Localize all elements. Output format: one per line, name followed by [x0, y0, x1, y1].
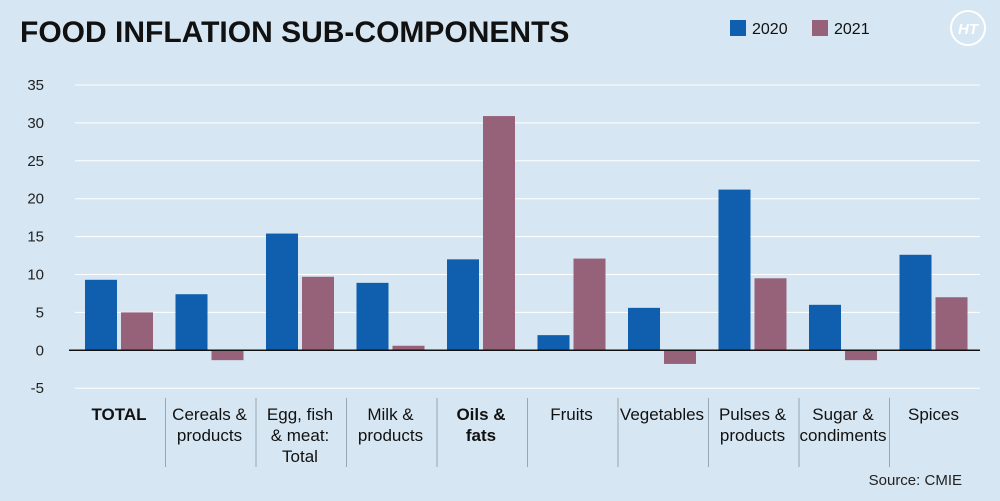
category-label: products — [720, 426, 785, 445]
bar-2021 — [211, 350, 244, 361]
chart-title: FOOD INFLATION SUB-COMPONENTS — [20, 16, 569, 49]
bar-2021 — [845, 350, 877, 361]
bar-2020 — [537, 335, 570, 351]
bar-2020 — [718, 189, 751, 351]
category-label: Sugar & — [812, 405, 874, 424]
category-label: fats — [466, 426, 496, 445]
bar-2020 — [175, 294, 208, 351]
bar-2020 — [447, 259, 479, 351]
legend: 2020 2021 — [730, 20, 870, 38]
bar-2020 — [266, 233, 298, 351]
bar-2021 — [483, 116, 515, 351]
legend-swatch-2021 — [812, 20, 828, 36]
bar-2020 — [85, 279, 117, 351]
category-label: Cereals & — [172, 405, 247, 424]
category-label: condiments — [800, 426, 887, 445]
y-tick-label: 25 — [27, 153, 44, 170]
y-tick-label: 10 — [27, 267, 44, 284]
bar-2021 — [121, 312, 153, 351]
y-tick-label: 15 — [27, 229, 44, 246]
y-tick-label: 5 — [36, 304, 44, 321]
y-tick-label: 0 — [36, 342, 44, 359]
source-text: Source: CMIE — [869, 472, 962, 489]
category-label: Total — [282, 447, 318, 466]
bar-2020 — [899, 254, 932, 351]
category-label: TOTAL — [91, 405, 146, 424]
category-label: Fruits — [550, 405, 593, 424]
bar-2020 — [356, 282, 389, 351]
bar-2021 — [573, 258, 606, 351]
category-label: products — [358, 426, 423, 445]
category-label: Oils & — [456, 405, 505, 424]
bar-2021 — [664, 350, 696, 364]
ht-logo: HT — [950, 10, 986, 46]
y-tick-label: 20 — [27, 191, 44, 208]
bar-2021 — [935, 297, 968, 351]
legend-label-2021: 2021 — [834, 21, 870, 38]
legend-swatch-2020 — [730, 20, 746, 36]
category-label: Egg, fish — [267, 405, 333, 424]
category-label: Milk & — [367, 405, 414, 424]
y-tick-label: 35 — [27, 77, 44, 94]
logo-circle — [950, 10, 986, 46]
y-tick-label: -5 — [31, 380, 44, 397]
y-tick-label: 30 — [27, 115, 44, 132]
category-label: Pulses & — [719, 405, 787, 424]
category-label: Vegetables — [620, 405, 704, 424]
bar-2021 — [302, 276, 334, 351]
category-label: products — [177, 426, 242, 445]
category-label: Spices — [908, 405, 959, 424]
bar-2021 — [754, 278, 787, 351]
bar-2020 — [809, 304, 841, 351]
logo-text: HT — [958, 21, 980, 38]
legend-label-2020: 2020 — [752, 21, 788, 38]
bar-2020 — [628, 307, 660, 351]
category-label: & meat: — [271, 426, 330, 445]
bar-2021 — [392, 345, 425, 351]
